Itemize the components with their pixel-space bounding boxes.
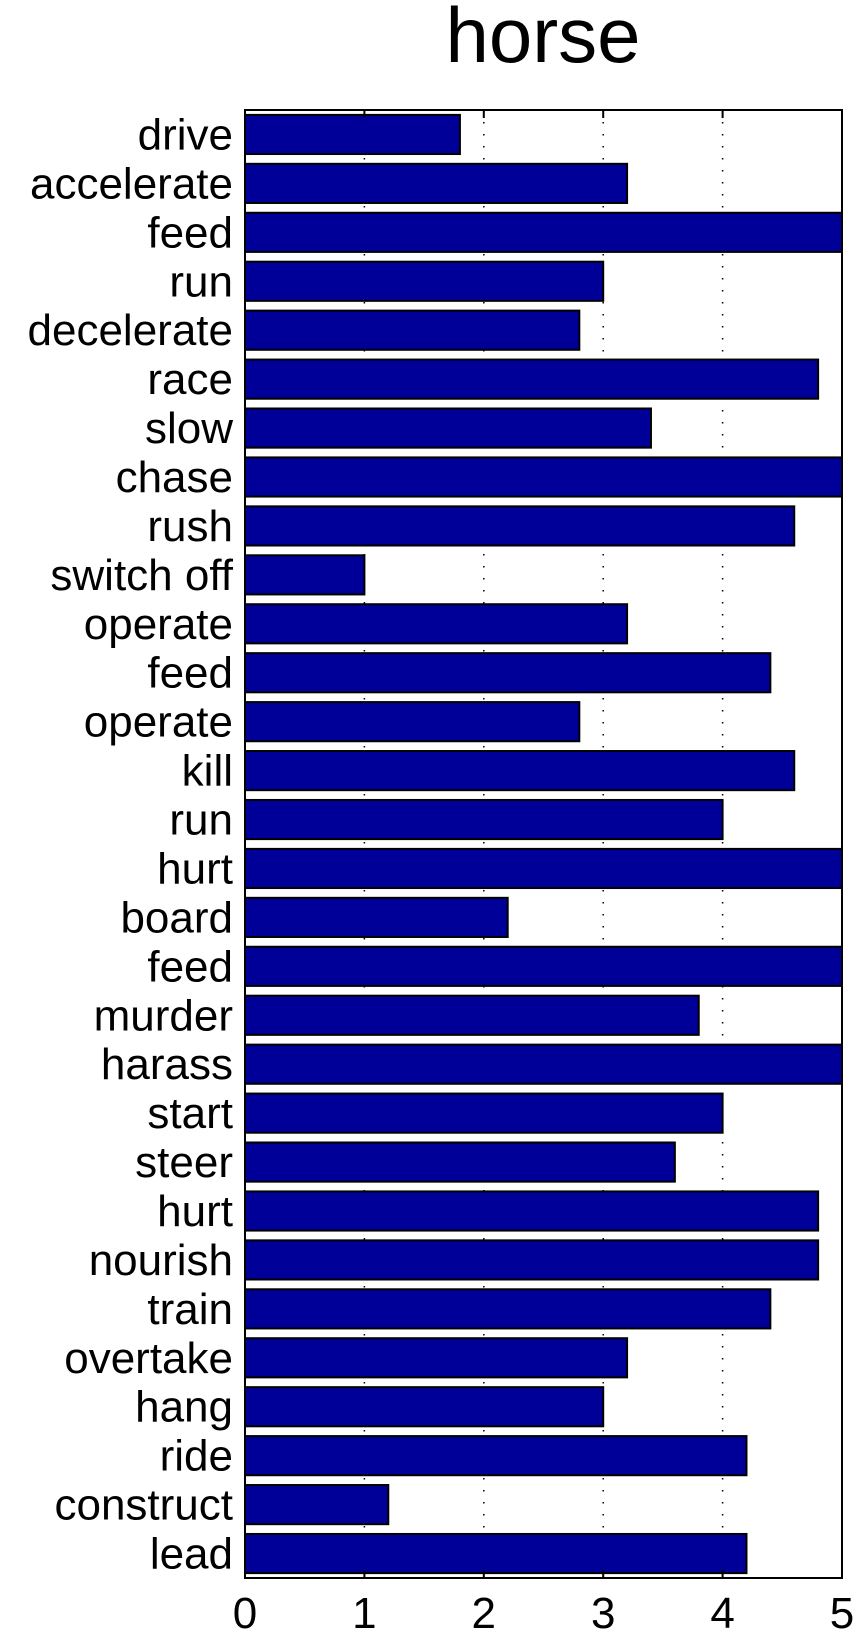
bar (244, 652, 772, 694)
category-label: nourish (89, 1236, 233, 1285)
x-tick-label: 4 (710, 1589, 734, 1637)
category-label: overtake (64, 1334, 233, 1383)
x-tick-label: 5 (830, 1589, 854, 1637)
category-label: start (147, 1089, 233, 1138)
category-label: operate (84, 698, 233, 747)
bar (244, 407, 652, 449)
bar (244, 554, 366, 596)
bar (244, 505, 796, 547)
bar (244, 162, 629, 204)
category-label: rush (147, 502, 233, 551)
category-label: feed (147, 942, 233, 991)
x-tick-label: 3 (591, 1589, 615, 1637)
chart-title: horse (445, 0, 640, 79)
category-labels: driveacceleratefeedrundecelerateraceslow… (28, 110, 234, 1578)
bar (244, 1288, 772, 1330)
category-label: switch off (50, 551, 233, 600)
x-axis-ticks: 0 1 2 3 4 5 (233, 110, 854, 1637)
plot-frame (244, 109, 843, 1579)
x-tick-label: 0 (233, 1589, 257, 1637)
bar (244, 1092, 724, 1134)
category-label: hurt (157, 1187, 233, 1236)
bar (244, 1141, 676, 1183)
bar (244, 1435, 748, 1477)
category-label: accelerate (30, 159, 233, 208)
bar (244, 260, 605, 302)
bar (244, 456, 843, 498)
bar (244, 309, 581, 351)
category-label: run (169, 796, 233, 845)
category-label: harass (101, 1040, 233, 1089)
category-label: decelerate (28, 306, 233, 355)
category-label: steer (135, 1138, 233, 1187)
category-label: operate (84, 600, 233, 649)
bar (244, 603, 629, 645)
bar (244, 994, 700, 1036)
bar (244, 1239, 820, 1281)
bar (244, 1043, 843, 1085)
category-label: lead (150, 1530, 233, 1579)
category-label: hang (135, 1383, 233, 1432)
bar (244, 1190, 820, 1232)
bar (244, 1484, 390, 1526)
category-label: chase (116, 453, 233, 502)
bar (244, 113, 461, 156)
bar (244, 750, 796, 792)
bar (244, 701, 581, 743)
bar (244, 798, 724, 841)
category-label: drive (138, 110, 233, 159)
x-tick-label: 1 (352, 1589, 376, 1637)
bar (244, 1532, 748, 1575)
category-label: race (147, 355, 233, 404)
category-label: run (169, 257, 233, 306)
x-tick-label: 2 (472, 1589, 496, 1637)
category-label: board (120, 893, 233, 942)
category-label: murder (94, 991, 233, 1040)
bar (244, 1337, 629, 1379)
category-label: train (147, 1285, 233, 1334)
category-label: ride (160, 1432, 233, 1481)
bar (244, 896, 509, 938)
bar (244, 211, 843, 253)
bar (244, 847, 843, 890)
bars (244, 113, 843, 1575)
category-label: hurt (157, 844, 233, 893)
bar (244, 1386, 605, 1428)
bar (244, 358, 820, 400)
category-label: slow (145, 404, 233, 453)
category-label: construct (54, 1481, 233, 1530)
category-label: kill (182, 747, 233, 796)
category-label: feed (147, 208, 233, 257)
bar (244, 945, 843, 987)
category-label: feed (147, 649, 233, 698)
